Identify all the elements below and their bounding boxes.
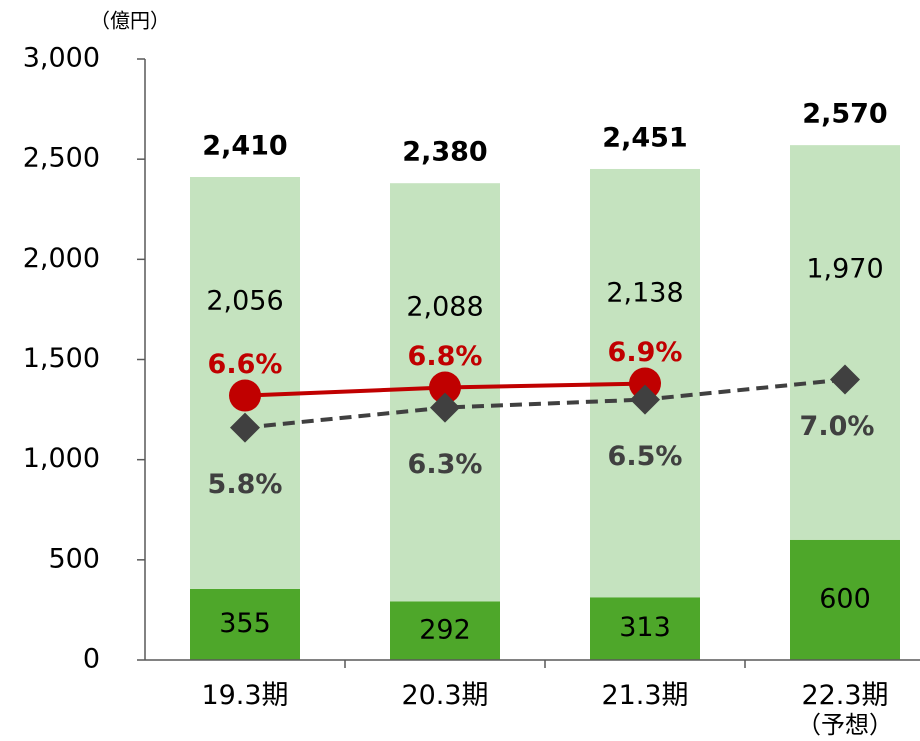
total-label: 2,451 [602, 122, 687, 153]
total-label: 2,380 [402, 137, 487, 168]
segment-label: 2,088 [406, 292, 483, 323]
total-label: 2,570 [802, 99, 887, 130]
line-label: 7.0% [800, 411, 875, 442]
line-marker [230, 412, 260, 443]
line-marker [430, 392, 460, 423]
y-tick-label: 1,000 [23, 443, 100, 474]
segment-label: 1,970 [806, 254, 883, 285]
y-tick-label: 0 [83, 644, 100, 675]
line-label: 6.3% [408, 449, 483, 480]
segment-label: 292 [419, 614, 471, 645]
x-tick-label: 19.3期 [201, 680, 288, 711]
y-tick-label: 2,000 [23, 243, 100, 274]
total-label: 2,410 [202, 131, 287, 162]
line-marker [630, 384, 660, 415]
bar-segment [590, 597, 700, 660]
line-label: 6.9% [608, 337, 683, 368]
line-label: 6.6% [208, 349, 283, 380]
line-marker [429, 371, 461, 404]
bar-segment [790, 145, 900, 540]
y-axis-label: （億円） [90, 9, 170, 33]
line-label: 6.5% [608, 441, 683, 472]
bar-segment [790, 539, 900, 660]
line-marker [229, 379, 261, 412]
y-tick-label: 1,500 [23, 343, 100, 374]
line-marker [629, 367, 661, 400]
segment-label: 355 [219, 608, 271, 639]
segment-label: 2,056 [206, 285, 283, 316]
y-tick-label: 3,000 [23, 43, 100, 74]
y-tick-label: 500 [48, 543, 100, 574]
segment-label: 2,138 [606, 277, 683, 308]
line-label: 5.8% [208, 469, 283, 500]
segment-label: 313 [619, 612, 671, 643]
line-label: 6.8% [408, 341, 483, 372]
line-marker [830, 364, 860, 395]
bar-segment [190, 588, 300, 660]
bar-segment [390, 601, 500, 660]
x-tick-label: 22.3期（予想） [797, 680, 893, 740]
segment-label: 600 [819, 583, 871, 614]
y-tick-label: 2,500 [23, 143, 100, 174]
x-tick-label: 20.3期 [401, 680, 488, 711]
line [244, 377, 846, 430]
x-tick-label: 21.3期 [601, 680, 688, 711]
